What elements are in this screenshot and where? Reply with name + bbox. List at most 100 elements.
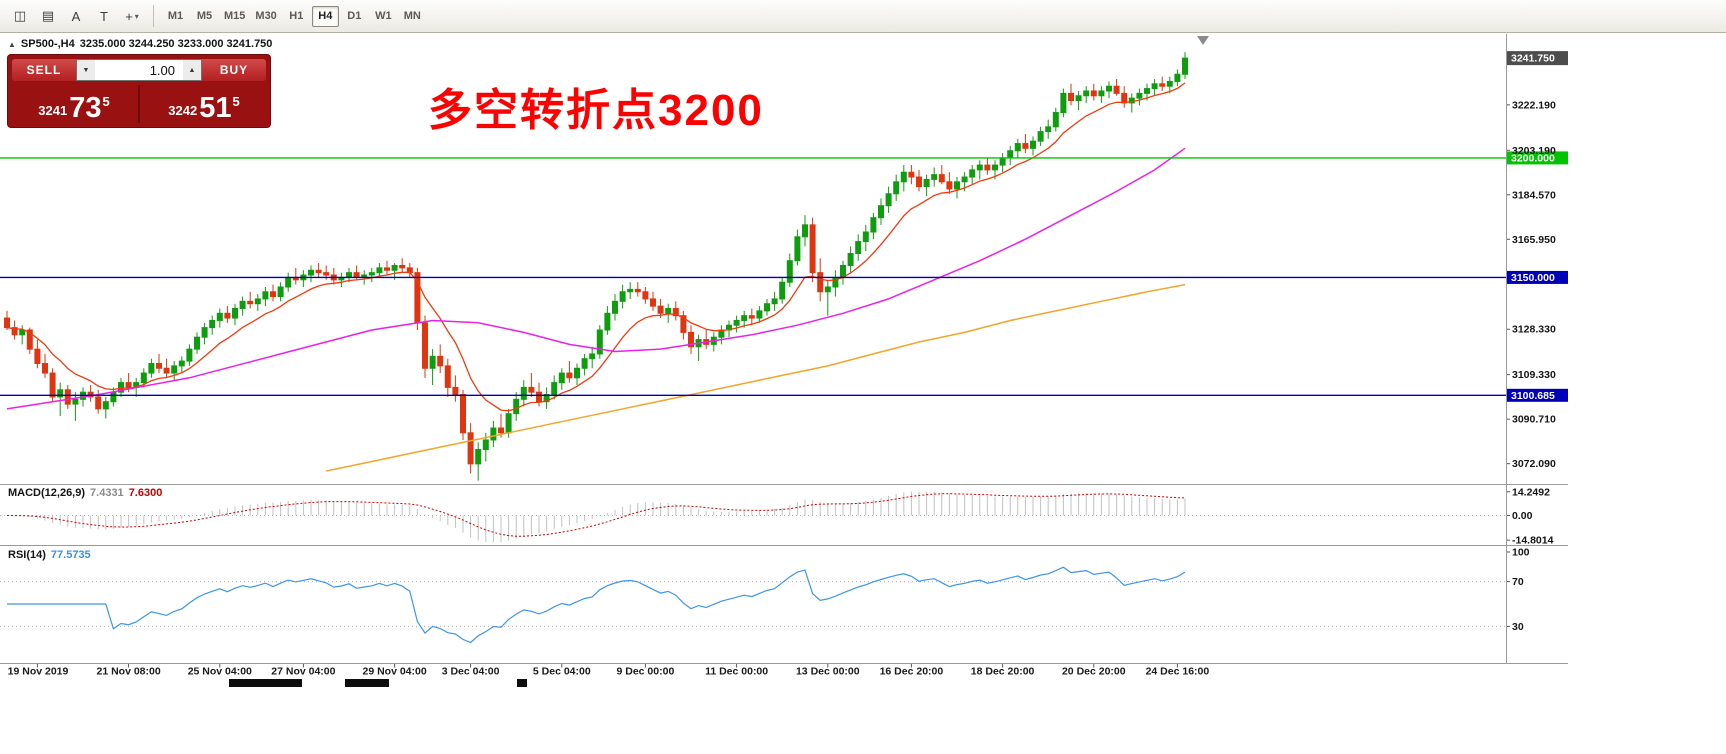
timeframe-button-h4[interactable]: H4 bbox=[311, 5, 339, 27]
candle-body bbox=[308, 269, 314, 276]
bid-price-pips: 73 bbox=[69, 91, 102, 124]
collapse-arrow-icon[interactable]: ▲ bbox=[8, 39, 16, 49]
macd-label: MACD(12,26,9) 7.4331 7.6300 bbox=[8, 487, 162, 499]
ohlc-values: 3235.000 3244.250 3233.000 3241.750 bbox=[79, 38, 273, 50]
candle-body bbox=[817, 272, 824, 293]
candle-body bbox=[1090, 90, 1097, 97]
candle-body bbox=[1121, 92, 1128, 104]
candle-body bbox=[954, 181, 960, 190]
toolbar-icon-group: ◫ ▤ A T + ▾ bbox=[6, 4, 146, 29]
bottom-bar-fragment bbox=[517, 679, 527, 687]
candle-body bbox=[140, 372, 147, 384]
candle-body bbox=[931, 174, 938, 180]
candle-body bbox=[1182, 57, 1188, 75]
bottom-bar-fragment bbox=[345, 679, 389, 687]
candle-body bbox=[429, 355, 436, 369]
candle-body bbox=[1014, 143, 1021, 152]
candle-body bbox=[505, 413, 512, 434]
time-label: 9 Dec 00:00 bbox=[617, 666, 675, 678]
candle-body bbox=[794, 236, 801, 262]
candle-body bbox=[391, 264, 398, 271]
buy-button[interactable]: BUY bbox=[202, 59, 266, 81]
timeframe-button-m5[interactable]: M5 bbox=[196, 10, 213, 22]
candle-body bbox=[490, 427, 497, 441]
bid-ask-row: 3241 73 5 3242 51 5 bbox=[12, 85, 266, 123]
time-label: 19 Nov 2019 bbox=[8, 666, 69, 678]
volume-input[interactable]: 1.00 bbox=[149, 62, 175, 78]
time-axis: 19 Nov 2019 21 Nov 08:00 25 Nov 04:00 27 No… bbox=[8, 663, 1210, 678]
time-label: 21 Nov 08:00 bbox=[96, 666, 160, 678]
candle-body bbox=[916, 176, 922, 188]
macd-axis-label: -14.8014 bbox=[1512, 535, 1554, 547]
timeframe-button-m1[interactable]: M1 bbox=[167, 10, 184, 22]
textbox-tool-icon[interactable]: T bbox=[100, 8, 108, 24]
candle-body bbox=[809, 224, 816, 274]
ask-price-main: 3242 bbox=[168, 103, 198, 118]
timeframe-button-d1[interactable]: D1 bbox=[347, 10, 362, 22]
candle-body bbox=[961, 176, 968, 183]
symbol-title: SP500-,H4 bbox=[20, 38, 75, 50]
candle-body bbox=[49, 372, 56, 398]
time-label: 24 Dec 16:00 bbox=[1146, 666, 1210, 678]
candle-body bbox=[254, 298, 261, 305]
text-tool-icon[interactable]: A bbox=[71, 8, 81, 24]
timeframe-button-mn[interactable]: MN bbox=[403, 10, 421, 22]
timeframe-button-h1[interactable]: H1 bbox=[289, 10, 304, 22]
indicators-icon[interactable]: ▤ bbox=[41, 8, 55, 23]
candle-body bbox=[323, 272, 330, 276]
rsi-label: RSI(14) 77.5735 bbox=[8, 549, 91, 561]
chart-style-icon[interactable]: ◫ bbox=[13, 8, 27, 23]
candle-body bbox=[26, 329, 33, 350]
candle-body bbox=[452, 386, 459, 396]
bottom-bar-fragment bbox=[229, 679, 302, 687]
volume-up-button[interactable]: ▲ bbox=[183, 60, 201, 80]
candle-body bbox=[946, 181, 953, 190]
sell-button[interactable]: SELL bbox=[12, 59, 76, 81]
timeframe-button-w1[interactable]: W1 bbox=[375, 10, 392, 22]
candle-body bbox=[110, 391, 117, 403]
candle-body bbox=[596, 329, 603, 355]
candle-body bbox=[650, 298, 656, 307]
quote-divider bbox=[138, 85, 140, 123]
candle-body bbox=[216, 312, 223, 321]
candle-body bbox=[315, 269, 322, 274]
time-label: 16 Dec 20:00 bbox=[880, 666, 944, 678]
candle-body bbox=[163, 367, 170, 374]
rsi-indicator-layer bbox=[0, 566, 1506, 644]
candle-body bbox=[376, 267, 383, 274]
candle-body bbox=[156, 362, 162, 369]
candle-body bbox=[270, 291, 276, 298]
ask-price-pips: 51 bbox=[199, 91, 232, 124]
rsi-axis-label: 100 bbox=[1512, 547, 1530, 559]
rsi-name: RSI(14) bbox=[8, 549, 46, 561]
chart-shift-marker-icon bbox=[1197, 36, 1209, 45]
candle-body bbox=[209, 319, 216, 329]
candle-body bbox=[95, 396, 102, 410]
candle-body bbox=[224, 312, 231, 319]
price-tick-label: 3072.090 bbox=[1512, 458, 1556, 470]
candle-body bbox=[733, 319, 740, 326]
candle-body bbox=[984, 164, 991, 171]
crosshair-tool-icon[interactable]: + ▾ bbox=[125, 8, 139, 24]
volume-down-button[interactable]: ▼ bbox=[77, 60, 95, 80]
candle-body bbox=[42, 362, 48, 374]
macd-signal-line bbox=[6, 493, 1186, 537]
candle-body bbox=[4, 317, 10, 329]
candle-body bbox=[634, 288, 641, 293]
timeframe-button-m15[interactable]: M15 bbox=[224, 10, 246, 22]
timeframe-button-m30[interactable]: M30 bbox=[255, 10, 277, 22]
macd-name: MACD(12,26,9) bbox=[8, 487, 86, 499]
candle-body bbox=[513, 398, 520, 415]
hline-price-flag-text: 3200.000 bbox=[1511, 152, 1555, 164]
candle-body bbox=[1083, 90, 1090, 97]
candle-body bbox=[444, 365, 451, 388]
candle-body bbox=[118, 382, 124, 393]
candle-body bbox=[460, 394, 466, 434]
bid-price-point: 5 bbox=[102, 94, 110, 109]
time-label: 20 Dec 20:00 bbox=[1062, 666, 1126, 678]
candle-body bbox=[802, 224, 808, 238]
chart-text-annotation[interactable]: 多空转折点3200 bbox=[428, 86, 764, 135]
candle-body bbox=[741, 315, 748, 321]
candle-body bbox=[475, 449, 482, 465]
